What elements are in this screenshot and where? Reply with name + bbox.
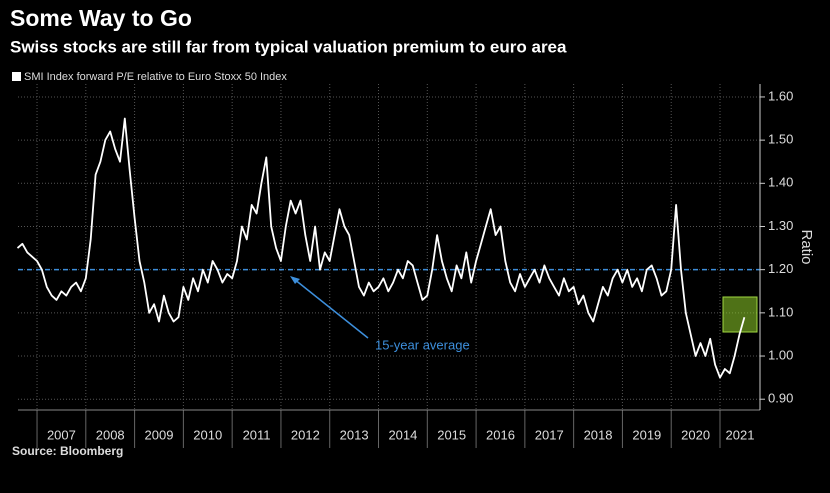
x-tick-label: 2014 [388, 427, 417, 442]
y-tick-label: 1.10 [768, 304, 793, 319]
y-tick-label: 1.00 [768, 347, 793, 362]
annotation-arrow [293, 278, 369, 339]
y-axis-label: Ratio [798, 229, 815, 264]
x-tick-label: 2017 [535, 427, 564, 442]
x-tick-label: 2016 [486, 427, 515, 442]
highlight-box [722, 296, 758, 333]
x-tick-label: 2009 [145, 427, 174, 442]
y-tick-label: 1.20 [768, 261, 793, 276]
legend-label: SMI Index forward P/E relative to Euro S… [24, 71, 287, 83]
x-tick-label: 2013 [340, 427, 369, 442]
y-tick-label: 1.40 [768, 175, 793, 190]
x-tick-label: 2020 [681, 427, 710, 442]
chart-title: Some Way to Go [10, 5, 192, 31]
x-tick-label: 2010 [193, 427, 222, 442]
x-tick-label: 2019 [632, 427, 661, 442]
line-series [16, 117, 746, 379]
source: Source: Bloomberg [12, 444, 123, 458]
chart-subtitle: Swiss stocks are still far from typical … [10, 37, 567, 56]
x-tick-label: 2018 [584, 427, 613, 442]
y-tick-label: 1.60 [768, 88, 793, 103]
y-tick-label: 1.30 [768, 218, 793, 233]
x-tick-label: 2021 [726, 427, 755, 442]
annotation: 15-year average [375, 337, 470, 352]
x-tick-label: 2008 [96, 427, 125, 442]
legend-swatch [12, 72, 21, 81]
x-tick-label: 2007 [47, 427, 76, 442]
y-tick-label: 0.90 [768, 391, 793, 406]
arrow-head [290, 276, 300, 284]
y-tick-label: 1.50 [768, 132, 793, 147]
x-tick-label: 2012 [291, 427, 320, 442]
x-tick-label: 2015 [437, 427, 466, 442]
x-tick-label: 2011 [243, 427, 271, 442]
